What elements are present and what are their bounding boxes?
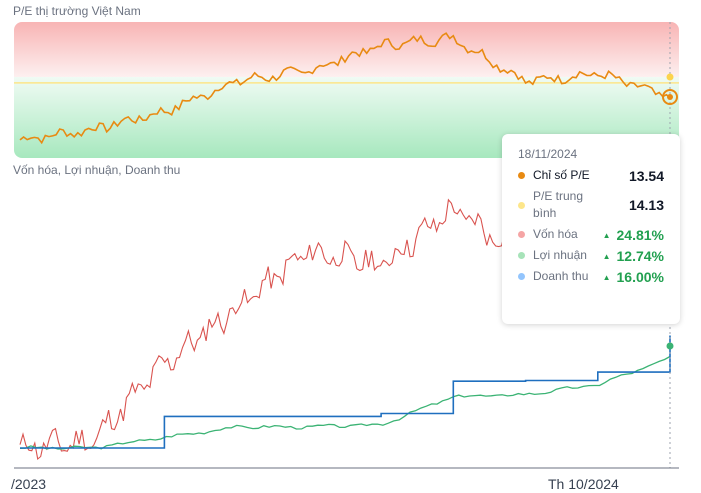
tooltip-value-avg: 14.13 (628, 197, 664, 213)
tooltip-date: 18/11/2024 (518, 147, 578, 161)
growth-chart-title: Vốn hóa, Lợi nhuận, Doanh thu (13, 163, 181, 177)
tooltip-label-avg: P/E trung bình (533, 189, 584, 220)
pe-marker (667, 94, 673, 100)
tooltip-label-pe: Chỉ số P/E (533, 168, 590, 182)
pe-line (19, 32, 671, 145)
tooltip-value-pe: 13.54 (628, 167, 664, 184)
profit-dot-icon (518, 252, 525, 259)
pe-chart-title: P/E thị trường Việt Nam (13, 4, 141, 18)
revenue-line (20, 335, 671, 449)
profit-line (19, 355, 671, 450)
tooltip-row-avg: P/E trung bình 14.13 (518, 188, 664, 222)
revenue-dot-icon (518, 273, 525, 280)
tooltip-value-cap: 24.81% (603, 227, 664, 243)
tooltip-label-revenue: Doanh thu (533, 269, 589, 283)
tooltip-label-cap: Vốn hóa (533, 227, 578, 241)
pe-above-average-zone (14, 22, 679, 77)
avg-dot-icon (518, 201, 525, 209)
tooltip-value-profit: 12.74% (603, 248, 664, 264)
tooltip-row-revenue: Doanh thu 16.00% (518, 268, 664, 285)
profit-marker (666, 342, 674, 350)
tooltip-row-profit: Lợi nhuận 12.74% (518, 247, 664, 264)
pe-marker-outer (662, 89, 678, 105)
pe-dot-icon (518, 172, 525, 179)
tooltip-value-revenue: 16.00% (603, 269, 664, 285)
cap-dot-icon (518, 231, 525, 238)
avg-marker (666, 73, 674, 81)
tooltip-row-pe: Chỉ số P/E 13.54 (518, 167, 664, 184)
x-tick-label-start: /2023 (11, 476, 47, 492)
tooltip-label-profit: Lợi nhuận (533, 248, 587, 262)
tooltip: 18/11/2024 Chỉ số P/E 13.54 P/E trung bì… (502, 134, 680, 324)
x-tick-label-oct-2024: Th 10/2024 (548, 476, 619, 492)
tooltip-row-cap: Vốn hóa 24.81% (518, 226, 664, 243)
